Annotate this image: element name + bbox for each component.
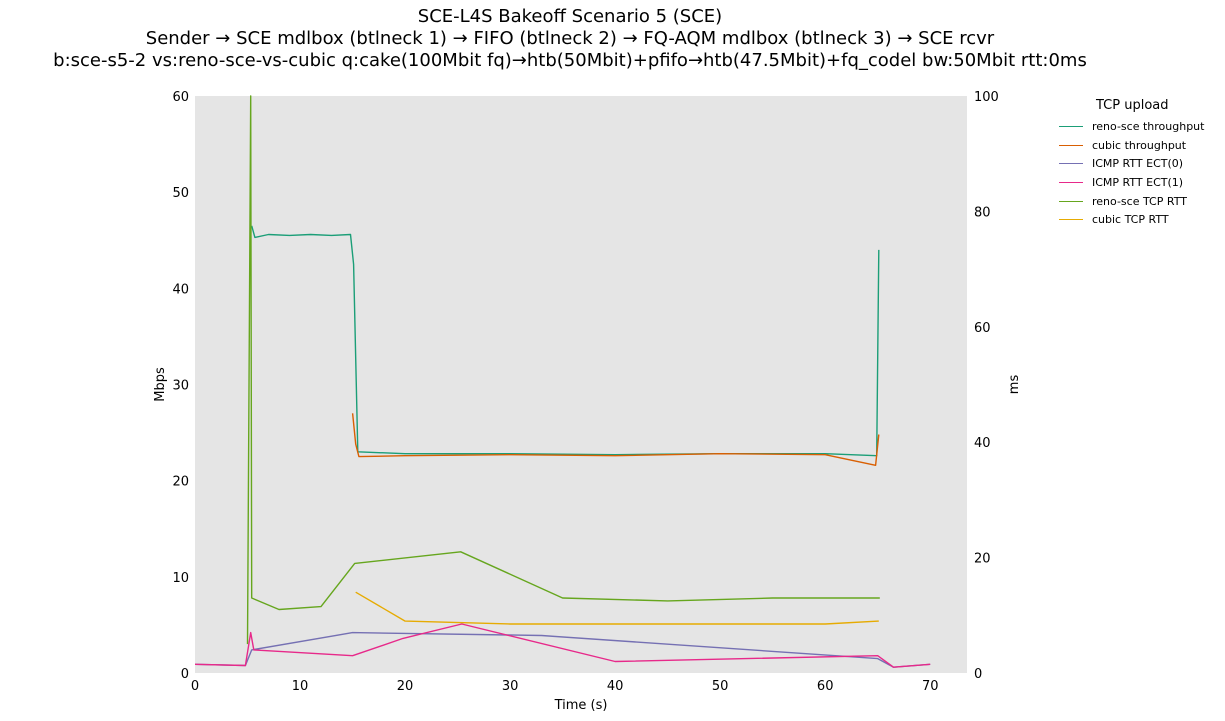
y-tick-label: 10 (172, 571, 189, 586)
legend-title: TCP upload (1096, 98, 1169, 113)
legend-swatch (1059, 200, 1083, 202)
title-line-3: b:sce-s5-2 vs:reno-sce-vs-cubic q:cake(1… (53, 50, 1087, 71)
legend-swatch (1059, 144, 1083, 146)
y2-tick-label: 60 (974, 321, 991, 336)
legend-label: reno-sce throughput (1092, 119, 1205, 133)
legend-item: ICMP RTT ECT(0) (1056, 154, 1204, 173)
legend-items: reno-sce throughput cubic throughput ICMP … (1056, 117, 1204, 229)
x-tick-label: 60 (817, 679, 834, 694)
y2-tick-label: 40 (974, 436, 991, 451)
y-tick-label: 20 (172, 475, 189, 490)
legend-item: cubic TCP RTT (1056, 210, 1204, 229)
series-line-cubic-tcp-rtt (355, 591, 879, 625)
x-tick-label: 10 (292, 679, 309, 694)
legend-label: cubic throughput (1092, 138, 1187, 152)
y2-axis-ticks: 0 20 40 60 80 100 (974, 90, 999, 682)
series-line-cubic-throughput (351, 413, 880, 466)
legend-item: cubic throughput (1056, 136, 1204, 155)
legend-swatch (1059, 219, 1083, 221)
legend-swatch (1059, 181, 1083, 183)
y-tick-label: 40 (172, 282, 189, 297)
y2-tick-label: 80 (974, 205, 991, 220)
plot-area (195, 96, 967, 673)
x-axis-label: Time (s) (554, 698, 608, 713)
y2-tick-label: 20 (974, 552, 991, 567)
x-tick-label: 70 (922, 679, 939, 694)
x-tick-label: 20 (397, 679, 414, 694)
x-tick-label: 30 (502, 679, 519, 694)
y-axis-label: Mbps (153, 367, 168, 402)
y-tick-label: 50 (172, 186, 189, 201)
legend: TCP upload reno-sce throughput cubic thro… (1056, 98, 1204, 229)
title-line-2: Sender → SCE mdlbox (btlneck 1) → FIFO (… (145, 28, 995, 49)
legend-item: reno-sce TCP RTT (1056, 192, 1204, 211)
y-tick-label: 30 (172, 379, 189, 394)
x-tick-label: 50 (712, 679, 729, 694)
x-axis-ticks: 0 10 20 30 40 50 60 70 (191, 679, 939, 694)
y-tick-label: 60 (172, 90, 189, 105)
series-line-reno-sce-tcp-rtt (246, 95, 880, 645)
x-tick-label: 40 (607, 679, 624, 694)
x-tick-label: 0 (191, 679, 199, 694)
y-axis-ticks: 0 10 20 30 40 50 60 (172, 90, 189, 682)
legend-label: ICMP RTT ECT(1) (1092, 175, 1184, 189)
legend-swatch (1059, 163, 1083, 165)
legend-item: ICMP RTT ECT(1) (1056, 173, 1204, 192)
legend-label: cubic TCP RTT (1092, 213, 1169, 227)
legend-item: reno-sce throughput (1056, 117, 1204, 136)
series-layer (194, 95, 931, 668)
y2-tick-label: 0 (974, 667, 982, 682)
legend-swatch (1059, 125, 1083, 127)
series-line-icmp-rtt-ect-1 (194, 623, 931, 668)
legend-label: reno-sce TCP RTT (1092, 194, 1187, 208)
y2-axis-label: ms (1007, 375, 1022, 395)
y-tick-label: 0 (181, 667, 189, 682)
chart-title: SCE-L4S Bakeoff Scenario 5 (SCE) Sender … (0, 6, 1140, 72)
y2-tick-label: 100 (974, 90, 999, 105)
title-line-1: SCE-L4S Bakeoff Scenario 5 (SCE) (417, 6, 723, 27)
legend-label: ICMP RTT ECT(0) (1092, 157, 1184, 171)
